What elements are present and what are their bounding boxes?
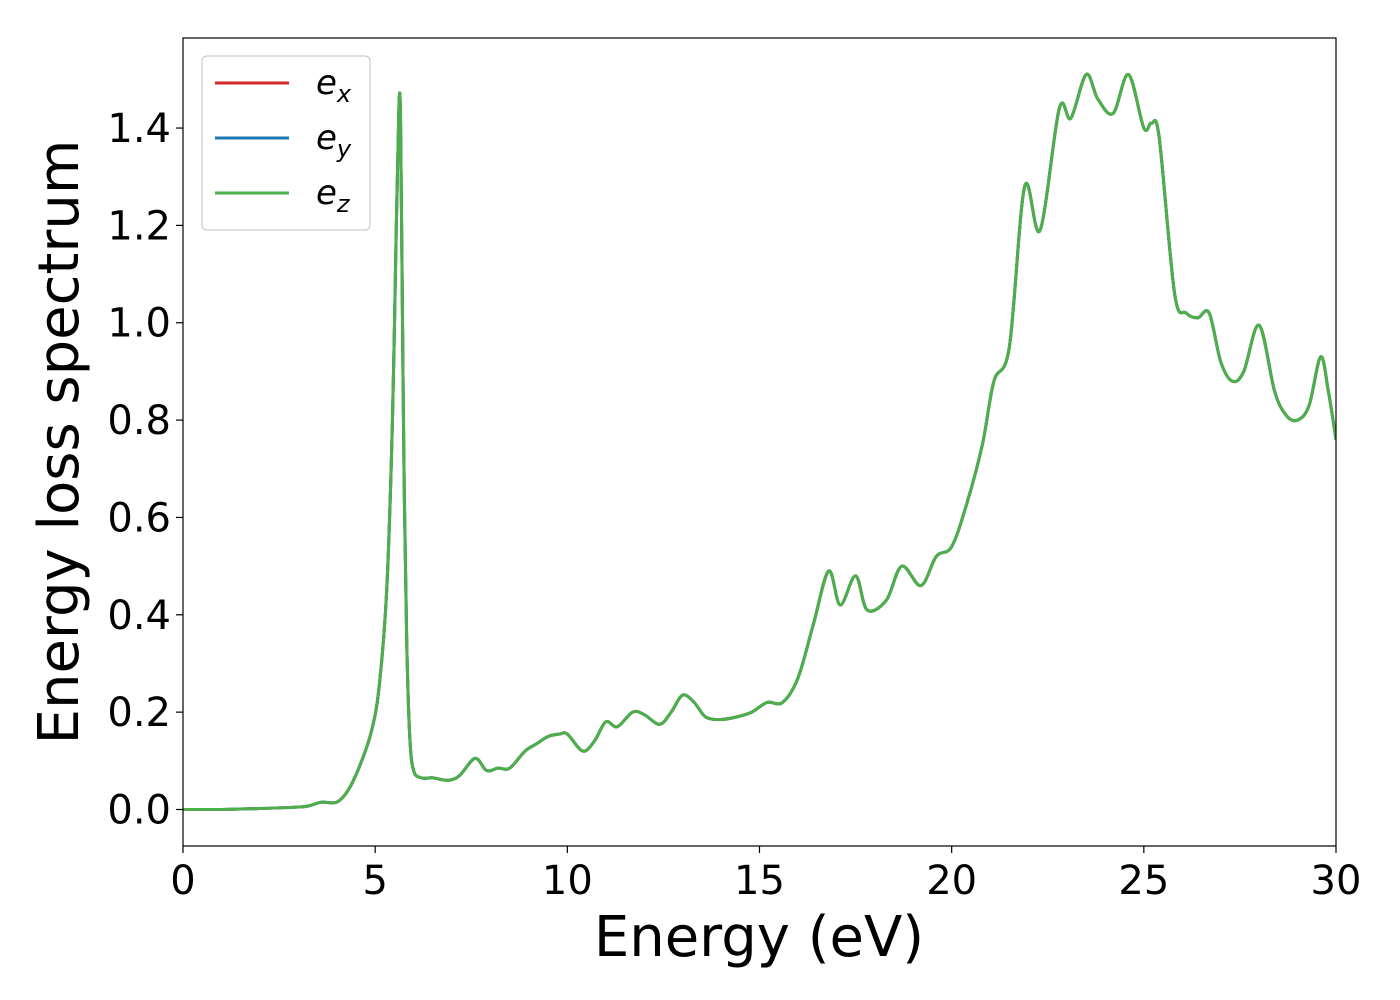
x-axis-ticks: 0 5 10 15 20 25 30 bbox=[170, 846, 1361, 904]
x-tick-label: 10 bbox=[542, 858, 593, 904]
y-tick-label: 0.8 bbox=[107, 398, 171, 444]
x-tick-label: 30 bbox=[1311, 858, 1362, 904]
series-line-ez bbox=[183, 72, 1336, 812]
x-axis-title: Energy (eV) bbox=[594, 905, 924, 970]
y-tick-label: 1.0 bbox=[107, 301, 171, 347]
y-tick-label: 0.2 bbox=[107, 690, 171, 736]
x-tick-label: 5 bbox=[362, 858, 387, 904]
y-axis-ticks: 0.0 0.2 0.4 0.6 0.8 1.0 1.2 1.4 bbox=[107, 106, 183, 833]
x-tick-label: 20 bbox=[926, 858, 977, 904]
x-tick-label: 15 bbox=[734, 858, 785, 904]
y-tick-label: 1.4 bbox=[107, 106, 171, 152]
y-axis-title: Energy loss spectrum bbox=[27, 140, 92, 745]
y-tick-label: 1.2 bbox=[107, 203, 171, 249]
y-tick-label: 0.4 bbox=[107, 593, 171, 639]
x-tick-label: 25 bbox=[1118, 858, 1169, 904]
y-tick-label: 0.0 bbox=[107, 787, 171, 833]
y-tick-label: 0.6 bbox=[107, 495, 171, 541]
series-lines bbox=[183, 72, 1336, 812]
legend-box bbox=[201, 55, 371, 231]
x-tick-label: 0 bbox=[170, 858, 195, 904]
